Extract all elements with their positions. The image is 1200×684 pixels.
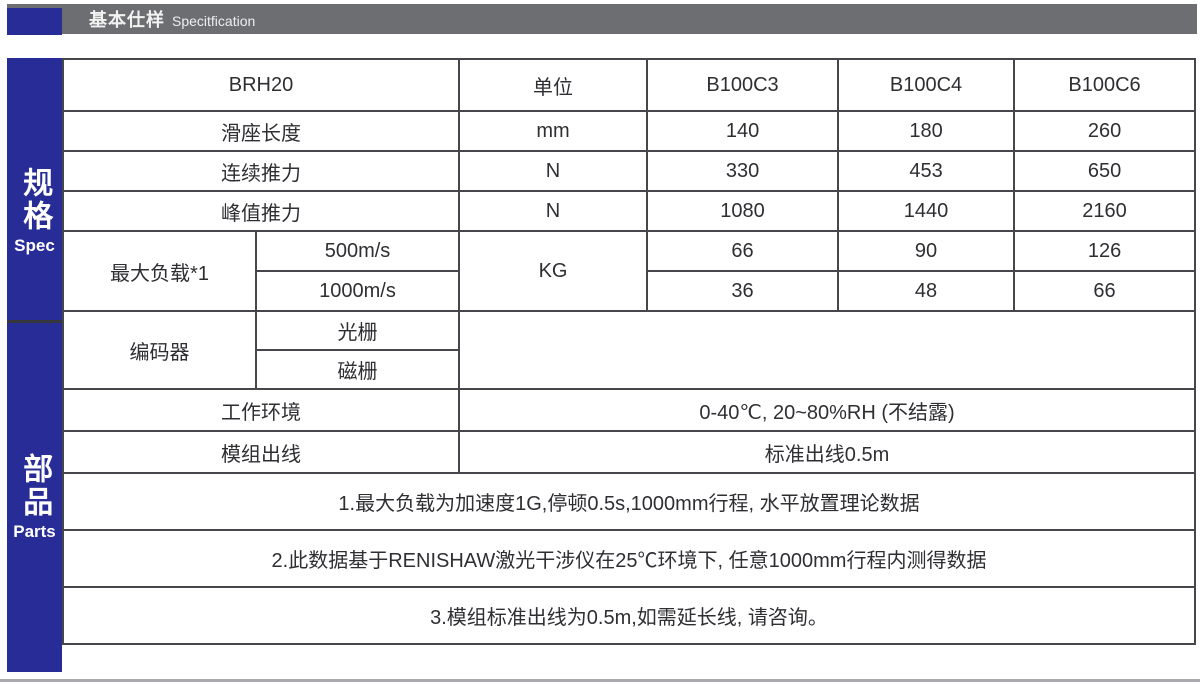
cell-value: 140 — [646, 110, 840, 152]
cell-col-header-b100c6: B100C6 — [1013, 58, 1197, 112]
footnote-1: 1.最大负载为加速度1G,停顿0.5s,1000mm行程, 水平放置理论数据 — [61, 472, 1197, 531]
cell-sublabel: 500m/s — [254, 230, 461, 272]
cell-value: 260 — [1013, 110, 1197, 152]
category-sidebar: 规格 Spec 部品 Parts — [7, 58, 62, 672]
cell-value: 1080 — [646, 190, 840, 232]
cell-unit: N — [458, 190, 649, 232]
sidebar-parts-label-cn: 部品 — [18, 453, 52, 519]
cell-label-encoder: 编码器 — [62, 310, 257, 390]
sidebar-parts-label-en: Parts — [13, 522, 56, 541]
spec-table: BRH20 单位 B100C3 B100C4 B100C6 滑座长度 mm 14… — [61, 58, 1197, 645]
title-accent-block — [7, 8, 62, 35]
cell-col-header-b100c4: B100C4 — [837, 58, 1016, 112]
cell-unit: KG — [458, 230, 649, 312]
cell-sublabel: 光栅 — [254, 310, 461, 351]
cell-value: 2160 — [1013, 190, 1197, 232]
cell-value: 66 — [1013, 270, 1197, 312]
table-row-note-3: 3.模组标准出线为0.5m,如需延长线, 请咨询。 — [61, 586, 1197, 645]
cell-unit: N — [458, 150, 649, 192]
section-title-cn: 基本仕样 — [89, 10, 165, 30]
table-row-slide-length: 滑座长度 mm 140 180 260 — [61, 110, 1197, 152]
table-row-encoder-magnetic: 磁栅 — [63, 349, 1195, 390]
sidebar-spec-label-en: Spec — [14, 235, 55, 255]
footnote-3: 3.模组标准出线为0.5m,如需延长线, 请咨询。 — [61, 586, 1197, 645]
table-row-cable: 模组出线 标准出线0.5m — [61, 430, 1197, 474]
table-row-peak-force: 峰值推力 N 1080 1440 2160 — [61, 190, 1197, 232]
cell-value: 48 — [837, 270, 1016, 312]
section-title-en: Specitfication — [172, 13, 256, 29]
section-title: 基本仕样 Specitfication — [89, 6, 255, 32]
table-row-max-load-1000: 1000m/s 36 48 66 — [63, 270, 1197, 312]
cell-sublabel: 磁栅 — [254, 349, 461, 390]
cell-encoder-value-empty — [458, 310, 1197, 390]
table-row-note-1: 1.最大负载为加速度1G,停顿0.5s,1000mm行程, 水平放置理论数据 — [61, 472, 1197, 531]
sidebar-section-spec: 规格 Spec — [7, 58, 62, 320]
cell-unit: mm — [458, 110, 649, 152]
table-row-max-load-500: 最大负载*1 500m/s KG 66 90 126 — [62, 230, 1197, 312]
table-row-encoder-optical: 编码器 光栅 — [62, 310, 1197, 390]
cell-label: 工作环境 — [61, 388, 461, 432]
table-row-note-2: 2.此数据基于RENISHAW激光干涉仪在25℃环境下, 任意1000mm行程内… — [61, 529, 1197, 588]
cell-value: 453 — [837, 150, 1016, 192]
cell-value: 90 — [837, 230, 1016, 272]
page-bottom-rule — [0, 679, 1200, 682]
cell-col-header-b100c3: B100C3 — [646, 58, 840, 112]
cell-value: 126 — [1013, 230, 1197, 272]
cell-value: 1440 — [837, 190, 1016, 232]
cell-label: 模组出线 — [61, 430, 461, 474]
footnote-2: 2.此数据基于RENISHAW激光干涉仪在25℃环境下, 任意1000mm行程内… — [61, 529, 1197, 588]
cell-value: 36 — [646, 270, 840, 312]
cell-value: 180 — [837, 110, 1016, 152]
cell-sublabel: 1000m/s — [254, 270, 461, 312]
cell-value: 330 — [646, 150, 840, 192]
cell-environment-value: 0-40℃, 20~80%RH (不结露) — [458, 388, 1197, 432]
table-row-environment: 工作环境 0-40℃, 20~80%RH (不结露) — [61, 388, 1197, 432]
cell-label-max-load: 最大负载*1 — [62, 230, 257, 312]
cell-label: 连续推力 — [61, 150, 461, 192]
cell-value: 650 — [1013, 150, 1197, 192]
table-row-header: BRH20 单位 B100C3 B100C4 B100C6 — [61, 58, 1197, 112]
sidebar-spec-label-cn: 规格 — [18, 166, 52, 233]
cell-label: 峰值推力 — [61, 190, 461, 232]
sidebar-section-parts: 部品 Parts — [7, 320, 62, 672]
section-title-bar: 基本仕样 Specitfication — [7, 4, 1197, 35]
cell-unit-header: 单位 — [458, 58, 649, 112]
table-row-continuous-force: 连续推力 N 330 453 650 — [61, 150, 1197, 192]
cell-value: 66 — [646, 230, 840, 272]
cell-model-name: BRH20 — [61, 58, 461, 112]
cell-cable-value: 标准出线0.5m — [458, 430, 1197, 474]
cell-label: 滑座长度 — [61, 110, 461, 152]
